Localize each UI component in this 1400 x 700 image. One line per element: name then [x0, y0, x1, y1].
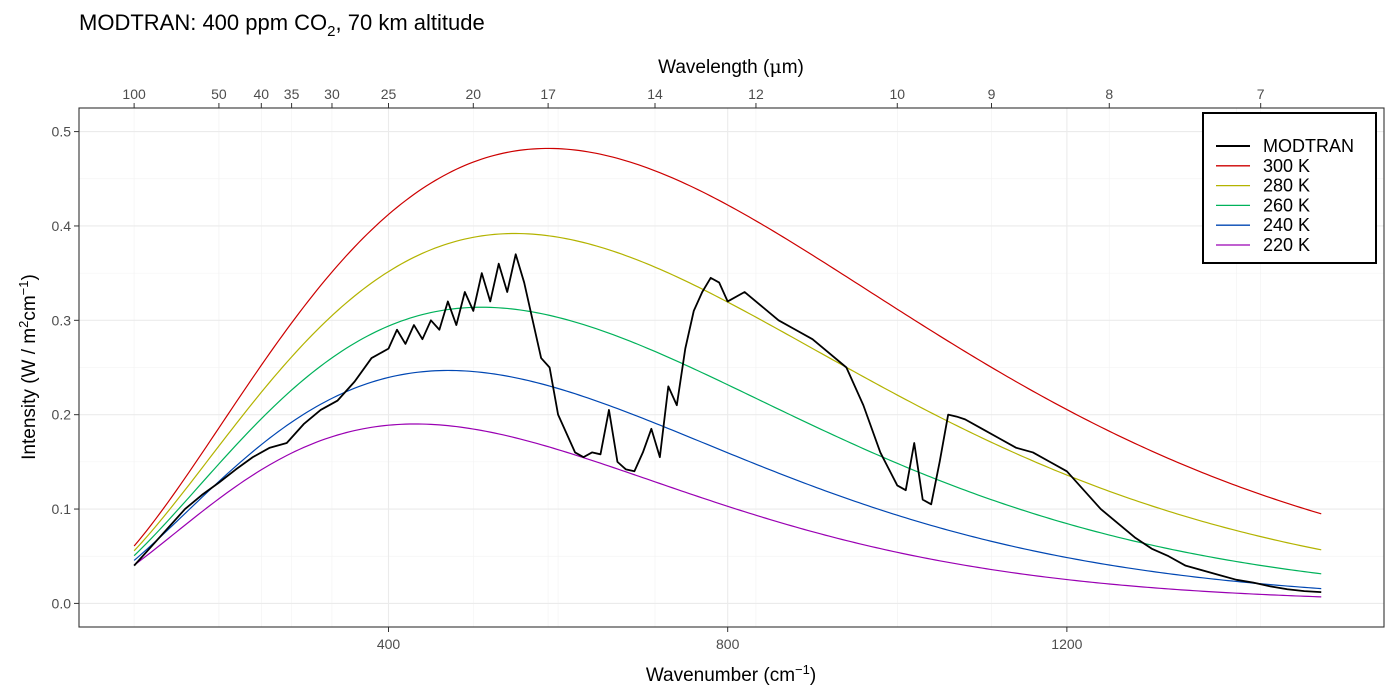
top-axis-title: Wavelength (μm)	[658, 56, 804, 78]
legend-label: 240 K	[1263, 215, 1310, 235]
top-tick-label: 25	[381, 86, 397, 102]
grid	[79, 108, 1384, 627]
y-tick-label: 0.2	[52, 407, 72, 423]
y-tick-label: 0.0	[52, 595, 72, 611]
top-tick-label: 40	[254, 86, 270, 102]
legend-label: MODTRAN	[1263, 136, 1354, 156]
top-tick-label: 35	[284, 86, 300, 102]
series-layer	[133, 147, 1322, 598]
legend-label: 220 K	[1263, 235, 1310, 255]
top-tick-label: 30	[324, 86, 340, 102]
top-tick-label: 14	[647, 86, 663, 102]
legend-label: 300 K	[1263, 156, 1310, 176]
top-tick-label: 100	[122, 86, 146, 102]
x-tick-label: 800	[716, 636, 740, 652]
top-tick-label: 7	[1257, 86, 1265, 102]
y-tick-label: 0.4	[52, 218, 72, 234]
plot-panel-border	[78, 107, 1385, 628]
series-line-modtran	[133, 253, 1322, 593]
x-tick-label: 1200	[1051, 636, 1082, 652]
series-line-240k	[133, 369, 1322, 590]
top-tick-label: 17	[540, 86, 556, 102]
y-tick-label: 0.3	[52, 312, 72, 328]
top-tick-label: 50	[211, 86, 227, 102]
x-tick-label: 400	[377, 636, 401, 652]
y-tick-label: 0.5	[52, 124, 72, 140]
series-line-260k	[133, 306, 1322, 575]
chart-title: MODTRAN: 400 ppm CO2, 70 km altitude	[79, 10, 485, 40]
axes: 400 800 1200 0.0 0.1 0.2 0.3 0.4 0.5 100 50 40 35 30 2…	[52, 86, 1265, 652]
y-axis-title: Intensity (W / m2cm−1)	[16, 274, 40, 460]
top-tick-label: 12	[748, 86, 764, 102]
y-tick-label: 0.1	[52, 501, 72, 517]
top-tick-label: 10	[889, 86, 905, 102]
series-line-300k	[133, 147, 1322, 547]
top-tick-label: 8	[1105, 86, 1113, 102]
top-tick-label: 20	[466, 86, 482, 102]
series-line-220k	[133, 423, 1322, 598]
x-axis-title: Wavenumber (cm−1)	[646, 662, 816, 686]
legend-box	[1202, 112, 1377, 264]
top-tick-label: 9	[988, 86, 996, 102]
legend-label: 280 K	[1263, 176, 1310, 196]
legend-label: 260 K	[1263, 195, 1310, 215]
